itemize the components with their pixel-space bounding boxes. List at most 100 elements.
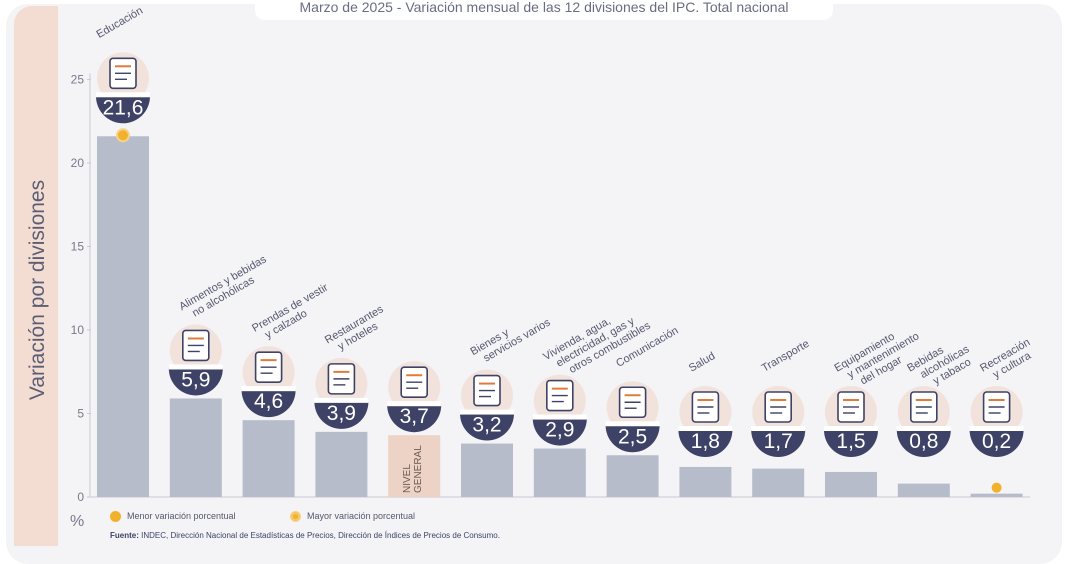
value-badge: 3,2 xyxy=(460,409,514,441)
category-label: Alimentos y bebidasno alcohólicas xyxy=(177,253,275,323)
bar xyxy=(679,466,732,497)
badge-shape xyxy=(969,430,1024,457)
bar xyxy=(461,443,513,497)
y-tick-label: 5 xyxy=(77,407,84,421)
badge-rim xyxy=(751,426,806,431)
value-badge: 0,8 xyxy=(896,426,951,457)
badge-shape xyxy=(168,368,223,396)
category-label: Salud xyxy=(687,350,717,374)
bulb-icon xyxy=(533,374,586,427)
general-level-label-line: GENERAL xyxy=(413,445,424,493)
value-label: 4,6 xyxy=(254,390,283,413)
basket-icon xyxy=(388,361,441,414)
y-tick-label: 15 xyxy=(71,240,85,254)
badge-shape xyxy=(896,430,951,457)
badge-shape xyxy=(314,401,369,429)
general-level-label: NIVELGENERAL xyxy=(402,445,424,493)
bar xyxy=(169,398,222,497)
category-label-line: Salud xyxy=(687,350,717,374)
value-label: 3,9 xyxy=(327,402,356,425)
category-label: Restaurantesy hoteles xyxy=(323,303,392,357)
badge-rim xyxy=(96,92,150,98)
category-label: Educación xyxy=(95,5,145,41)
badge-rim xyxy=(314,397,369,403)
badge-rim xyxy=(678,426,733,431)
source-prefix: Fuente: xyxy=(110,531,139,540)
y-axis-title-group: Variación por divisiones xyxy=(26,180,49,400)
value-label: 3,2 xyxy=(472,414,501,437)
value-label: 0,2 xyxy=(982,430,1011,453)
value-label: 3,7 xyxy=(400,405,429,428)
max-marker-icon xyxy=(116,128,130,143)
value-badge: 1,8 xyxy=(678,426,733,457)
phone-icon xyxy=(606,381,659,434)
badge-rim xyxy=(969,426,1024,431)
value-badge: 2,5 xyxy=(605,421,660,453)
badge-shape xyxy=(241,390,296,418)
value-label: 5,9 xyxy=(181,368,210,391)
toolbox-icon xyxy=(825,386,877,438)
value-badge: 2,9 xyxy=(532,414,587,446)
icons xyxy=(97,52,1023,438)
bar-chart: Variación por divisiones 0 5 10 15 20 25 21,6… xyxy=(26,5,1038,504)
book-icon xyxy=(97,52,149,105)
y-tick-label: 0 xyxy=(77,490,84,504)
y-axis-panel xyxy=(14,6,58,546)
scissors-icon xyxy=(461,369,513,422)
value-label: 1,8 xyxy=(691,430,720,453)
value-badge: 1,7 xyxy=(751,426,806,457)
legend-max: Mayor variación porcentual xyxy=(290,511,416,523)
badge-shape xyxy=(96,96,150,124)
legend-min: Menor variación porcentual xyxy=(110,511,236,523)
badge-shape xyxy=(751,430,806,457)
y-unit-label: % xyxy=(70,513,85,530)
value-badge: 1,5 xyxy=(824,426,878,457)
badge-rim xyxy=(168,364,223,370)
medical-cross-icon xyxy=(679,386,732,438)
food-icon xyxy=(169,324,222,377)
legend-max-label: Mayor variación porcentual xyxy=(307,511,416,521)
value-badge: 4,6 xyxy=(241,386,296,418)
cutlery-icon xyxy=(315,357,368,410)
value-label: 0,8 xyxy=(909,430,938,453)
badge-rim xyxy=(387,401,442,407)
badge-shape xyxy=(532,418,587,446)
bar xyxy=(897,483,950,497)
value-label: 1,5 xyxy=(836,430,865,453)
badge-rim xyxy=(824,426,878,431)
bar xyxy=(533,448,586,497)
bars xyxy=(97,128,1023,497)
category-label: Bienes yservicios varios xyxy=(469,306,553,369)
min-marker-icon xyxy=(110,511,121,523)
category-label: Equipamientoy mantenimientodel hogar xyxy=(833,320,928,396)
y-tick-label: 20 xyxy=(71,156,85,170)
value-badge: 3,9 xyxy=(314,397,369,429)
car-icon xyxy=(752,386,805,438)
badge-shape xyxy=(678,430,733,457)
bar xyxy=(97,136,149,497)
max-marker-icon xyxy=(290,511,301,523)
min-marker-icon xyxy=(991,482,1002,493)
shirt-icon xyxy=(242,346,295,399)
chart-title: Marzo de 2025 - Variación mensual de las… xyxy=(255,0,833,20)
value-badge: 3,7 xyxy=(387,401,442,433)
badge-rim xyxy=(460,409,514,415)
bar xyxy=(315,431,368,497)
bar xyxy=(752,468,805,497)
badge-shape xyxy=(387,405,442,433)
badge-shape xyxy=(605,425,660,453)
category-label-line: Transporte xyxy=(760,338,812,375)
general-level-label-line: NIVEL xyxy=(402,464,413,493)
y-tick-label: 25 xyxy=(71,73,85,87)
badge-shape xyxy=(824,430,878,457)
category-label-line: Educación xyxy=(95,5,145,41)
bar xyxy=(825,471,877,497)
bar xyxy=(388,435,441,497)
value-label: 21,6 xyxy=(103,96,144,119)
value-label: 2,9 xyxy=(545,419,574,442)
category-label: Recreacióny cultura xyxy=(978,336,1038,385)
value-label: 1,7 xyxy=(764,430,793,453)
value-badge: 5,9 xyxy=(168,364,223,396)
legend-min-label: Menor variación porcentual xyxy=(127,511,236,521)
y-axis-title: Variación por divisiones xyxy=(26,180,49,400)
